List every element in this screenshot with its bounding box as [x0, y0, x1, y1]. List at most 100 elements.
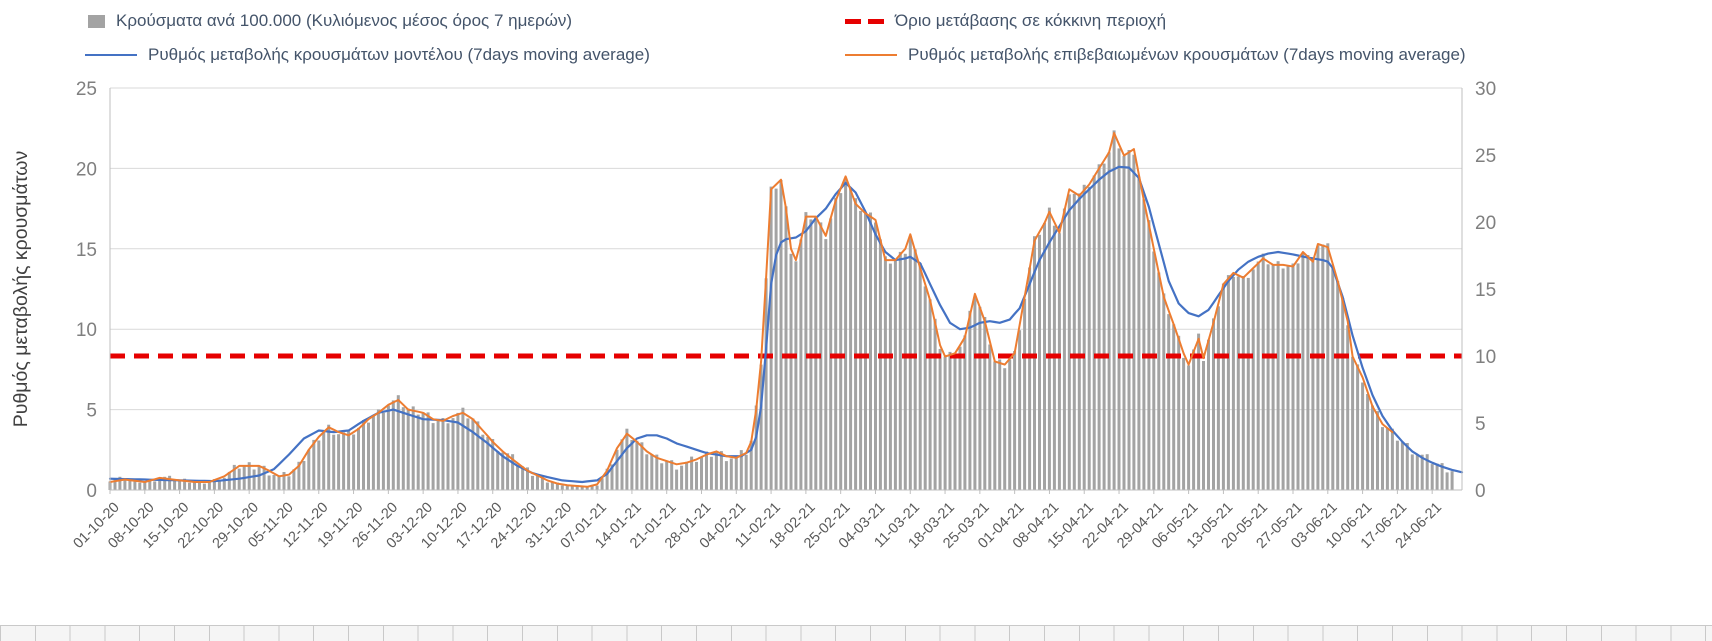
bar: [893, 260, 897, 490]
bar: [1142, 199, 1146, 490]
bar: [923, 286, 927, 490]
bar: [550, 482, 554, 490]
bar: [1172, 324, 1176, 490]
bar: [1296, 263, 1300, 490]
bar: [908, 235, 912, 490]
bar: [471, 418, 475, 490]
bar: [153, 481, 157, 490]
bar: [1013, 351, 1017, 490]
bar: [983, 317, 987, 490]
bar: [938, 348, 942, 490]
bar: [749, 440, 753, 490]
bar: [386, 405, 390, 490]
bar: [864, 213, 867, 490]
bar: [1400, 442, 1404, 490]
bar: [1341, 297, 1345, 490]
bar: [511, 454, 515, 490]
bar: [376, 409, 380, 490]
bar: [411, 406, 415, 490]
right-axis-tick-label: 5: [1475, 414, 1486, 435]
left-axis-tick-label: 20: [76, 159, 97, 180]
bar: [1266, 264, 1270, 490]
bar: [849, 188, 853, 490]
bar: [560, 485, 564, 490]
bar: [605, 468, 609, 490]
bar: [719, 451, 723, 490]
bar: [1092, 175, 1096, 490]
bar: [406, 408, 410, 490]
bar: [1316, 245, 1320, 490]
bar: [446, 423, 450, 490]
bar: [1057, 233, 1061, 490]
bar: [580, 486, 584, 490]
bar: [1122, 155, 1126, 490]
legend-label-confirmed: Ρυθμός μεταβολής επιβεβαιωμένων κρουσμάτ…: [908, 45, 1466, 64]
bar: [615, 449, 619, 490]
bar: [352, 434, 356, 490]
bar: [476, 421, 480, 490]
bar: [729, 458, 733, 490]
bar: [267, 475, 271, 490]
bar: [1291, 263, 1295, 490]
bar: [1117, 148, 1121, 490]
right-axis-tick-label: 20: [1475, 213, 1496, 234]
bar: [695, 461, 698, 490]
bar: [148, 479, 152, 490]
bar: [1306, 255, 1310, 490]
bar: [1182, 357, 1186, 490]
bar: [1221, 283, 1225, 490]
bar: [1256, 261, 1260, 490]
bar: [1157, 272, 1161, 490]
bar: [640, 442, 644, 490]
bar: [744, 454, 748, 490]
bar: [575, 485, 579, 490]
bar: [784, 206, 788, 491]
bar: [1033, 236, 1036, 490]
bar: [1062, 208, 1066, 490]
bar: [292, 469, 296, 490]
bar: [1008, 359, 1012, 490]
bar: [978, 306, 982, 490]
confirmed-line: [109, 132, 1394, 488]
bar: [854, 198, 858, 490]
bar: [1023, 298, 1027, 490]
right-axis-tick-label: 25: [1475, 146, 1496, 167]
bar: [570, 485, 574, 490]
bar: [312, 439, 316, 490]
model-line: [108, 165, 1464, 484]
bar: [705, 451, 708, 490]
bar: [1107, 152, 1111, 491]
bar: [1435, 463, 1439, 490]
bar: [1286, 266, 1290, 490]
bar: [878, 239, 882, 490]
bar: [1390, 428, 1394, 490]
bar: [590, 484, 594, 490]
bar: [874, 222, 877, 490]
bar: [451, 418, 455, 490]
orange-line-swatch-icon: [845, 53, 897, 57]
bar: [600, 478, 604, 490]
bar: [888, 263, 892, 490]
bar: [1047, 207, 1051, 490]
bar: [436, 420, 440, 490]
bar: [198, 480, 201, 490]
bar: [287, 476, 291, 490]
bar: [754, 405, 758, 490]
bar: [1167, 314, 1171, 490]
bar: [1251, 269, 1255, 490]
bar: [307, 449, 311, 490]
bar: [456, 412, 460, 490]
bar: [839, 193, 843, 490]
bar: [555, 482, 559, 490]
bar: [1450, 471, 1454, 490]
right-axis-tick-label: 0: [1475, 481, 1486, 502]
bar: [1067, 194, 1071, 490]
bar: [357, 427, 360, 490]
bar: [521, 466, 525, 490]
bar: [918, 263, 922, 490]
bar: [1018, 330, 1022, 490]
bar: [466, 418, 470, 490]
legend-item-model-line: Ρυθμός μεταβολής κρουσμάτων μοντέλου (7d…: [85, 45, 650, 65]
